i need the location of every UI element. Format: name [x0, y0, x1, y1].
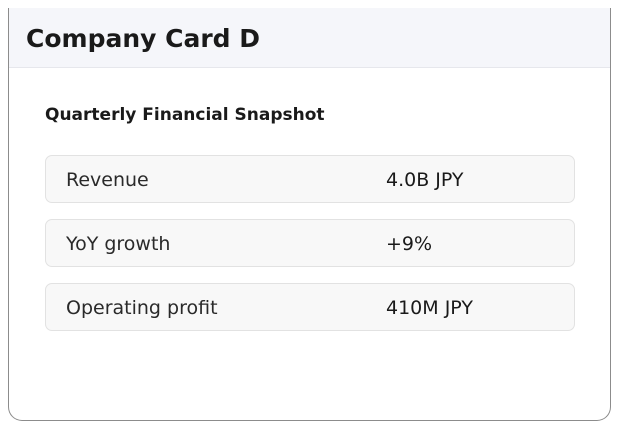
metric-value: 410M JPY: [386, 297, 473, 319]
metric-row-yoy-growth: YoY growth +9%: [45, 219, 575, 267]
metric-label: Revenue: [66, 169, 149, 191]
card-header: Company Card D: [9, 8, 610, 68]
metric-row-operating-profit: Operating profit 410M JPY: [45, 283, 575, 331]
company-card: Company Card D Quarterly Financial Snaps…: [8, 8, 611, 421]
metric-value: +9%: [386, 233, 433, 255]
metric-row-revenue: Revenue 4.0B JPY: [45, 155, 575, 203]
metric-label: Operating profit: [66, 297, 218, 319]
section-title: Quarterly Financial Snapshot: [45, 105, 325, 125]
metric-label: YoY growth: [66, 233, 171, 255]
metric-value: 4.0B JPY: [386, 169, 464, 191]
card-title: Company Card D: [26, 24, 261, 53]
